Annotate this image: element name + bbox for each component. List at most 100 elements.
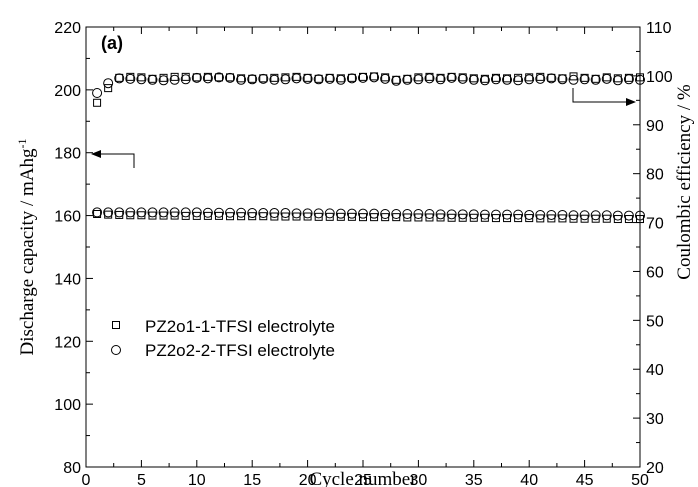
circle-marker-series-3 xyxy=(479,209,490,220)
circle-marker-series-4 xyxy=(369,72,380,83)
circle-marker-series-4 xyxy=(358,72,368,83)
circle-marker-series-3 xyxy=(513,209,524,220)
square-marker-series-1 xyxy=(170,211,179,220)
circle-marker-series-4 xyxy=(413,74,424,85)
square-marker-series-1 xyxy=(148,211,157,220)
circle-marker-series-3 xyxy=(346,208,357,219)
square-marker-series-2 xyxy=(259,74,268,83)
right-y-tick-label: 50 xyxy=(646,313,664,330)
circle-marker-series-4 xyxy=(535,73,546,84)
circle-marker-series-4 xyxy=(568,74,579,85)
circle-marker-series-3 xyxy=(313,208,324,219)
right-y-tick-label: 110 xyxy=(646,20,672,37)
circle-marker-series-3 xyxy=(568,210,579,221)
circle-marker-series-3 xyxy=(358,208,368,219)
circle-marker-series-4 xyxy=(380,73,391,84)
right-y-tick-label: 100 xyxy=(646,69,673,86)
square-marker-series-1 xyxy=(392,213,401,222)
circle-marker-series-3 xyxy=(601,210,612,221)
square-marker-series-2 xyxy=(214,73,223,82)
square-marker-series-2 xyxy=(613,74,622,83)
left-y-tick-label: 140 xyxy=(54,271,81,288)
circle-marker-series-3 xyxy=(380,209,391,219)
x-tick-label: 30 xyxy=(410,472,428,487)
circle-marker-series-3 xyxy=(335,208,346,219)
square-marker-series-1 xyxy=(525,214,534,223)
circle-marker-series-4 xyxy=(136,74,147,85)
circle-marker-series-3 xyxy=(202,207,213,218)
circle-marker-series-3 xyxy=(236,207,247,218)
x-axis-ticks: 0 5 10 15 20 25 30 35 40 45 50 xyxy=(82,27,649,487)
right-y-axis-title: Coulombic efficiency / % xyxy=(674,84,695,280)
arrow-to-left-axis-head xyxy=(91,150,101,158)
circle-marker-series-3 xyxy=(225,207,236,218)
square-marker-series-2 xyxy=(536,72,545,81)
x-tick-label: 40 xyxy=(520,472,538,487)
x-tick-label: 0 xyxy=(82,472,91,487)
plot-border xyxy=(85,26,641,468)
square-marker-series-2 xyxy=(126,72,135,81)
circle-marker-series-4 xyxy=(291,73,302,84)
circle-marker-series-4 xyxy=(623,74,634,85)
square-marker-series-2 xyxy=(248,74,257,83)
right-y-tick-label: 80 xyxy=(646,167,664,184)
right-y-tick-label: 30 xyxy=(646,411,664,428)
circle-marker-series-3 xyxy=(114,207,125,218)
circle-marker-series-4 xyxy=(191,72,202,83)
square-marker-series-2 xyxy=(192,73,201,82)
x-tick-label: 50 xyxy=(631,472,649,487)
circle-marker-series-3 xyxy=(502,209,513,220)
x-tick-label: 15 xyxy=(243,472,261,487)
circle-marker-series-4 xyxy=(225,72,236,83)
circle-marker-series-3 xyxy=(635,210,645,221)
right-y-tick-label: 60 xyxy=(646,264,664,281)
circle-marker-series-4 xyxy=(435,74,446,85)
square-marker-series-1 xyxy=(248,212,257,221)
circle-marker-series-4 xyxy=(280,74,291,85)
circle-marker-series-4 xyxy=(579,74,590,85)
circle-marker-series-3 xyxy=(158,207,169,218)
square-marker-series-2 xyxy=(347,73,356,82)
right-y-axis-ticks: 20 30 40 50 60 70 80 90 100 110 xyxy=(633,20,673,477)
circle-marker-series-3 xyxy=(546,209,557,220)
x-tick-label: 45 xyxy=(576,472,594,487)
left-y-tick-label: 100 xyxy=(54,397,81,414)
left-y-axis-title-superscript: -1 xyxy=(15,139,29,149)
circle-marker-series-3 xyxy=(136,207,147,218)
legend-marker-circle xyxy=(111,345,121,355)
right-y-tick-label: 90 xyxy=(646,118,664,135)
circle-marker-series-4 xyxy=(147,74,158,85)
right-y-tick-label: 70 xyxy=(646,216,664,233)
square-marker-series-1 xyxy=(347,212,356,221)
data-markers xyxy=(92,72,645,224)
circle-marker-series-4 xyxy=(247,74,258,85)
circle-marker-series-3 xyxy=(590,210,601,221)
square-marker-series-1 xyxy=(336,212,345,221)
circle-marker-series-3 xyxy=(169,207,180,218)
circle-marker-series-3 xyxy=(269,208,280,219)
circle-marker-series-3 xyxy=(468,209,479,220)
circle-marker-series-3 xyxy=(258,208,269,219)
square-marker-series-2 xyxy=(281,73,290,82)
x-axis-title: Cycle number xyxy=(309,469,417,487)
circle-marker-series-4 xyxy=(402,74,413,85)
axis-indicator-arrows xyxy=(91,88,636,168)
circle-marker-series-3 xyxy=(247,208,258,219)
circle-marker-series-4 xyxy=(612,75,623,86)
circle-marker-series-4 xyxy=(590,74,601,85)
circle-marker-series-3 xyxy=(92,207,103,218)
circle-marker-series-4 xyxy=(502,74,513,85)
circle-marker-series-4 xyxy=(302,73,313,84)
circle-marker-series-4 xyxy=(92,88,103,98)
circle-marker-series-3 xyxy=(424,209,435,219)
circle-marker-series-3 xyxy=(457,209,468,220)
square-marker-series-2 xyxy=(104,84,113,93)
circle-marker-series-4 xyxy=(236,74,247,85)
circle-marker-series-4 xyxy=(103,78,114,89)
circle-marker-series-4 xyxy=(479,75,490,86)
square-marker-series-1 xyxy=(303,212,312,221)
circle-marker-series-4 xyxy=(335,74,346,85)
left-y-axis-title: Discharge capacity / mAhg-1 xyxy=(15,139,38,356)
circle-marker-series-4 xyxy=(446,72,457,83)
circle-marker-series-3 xyxy=(391,209,402,219)
